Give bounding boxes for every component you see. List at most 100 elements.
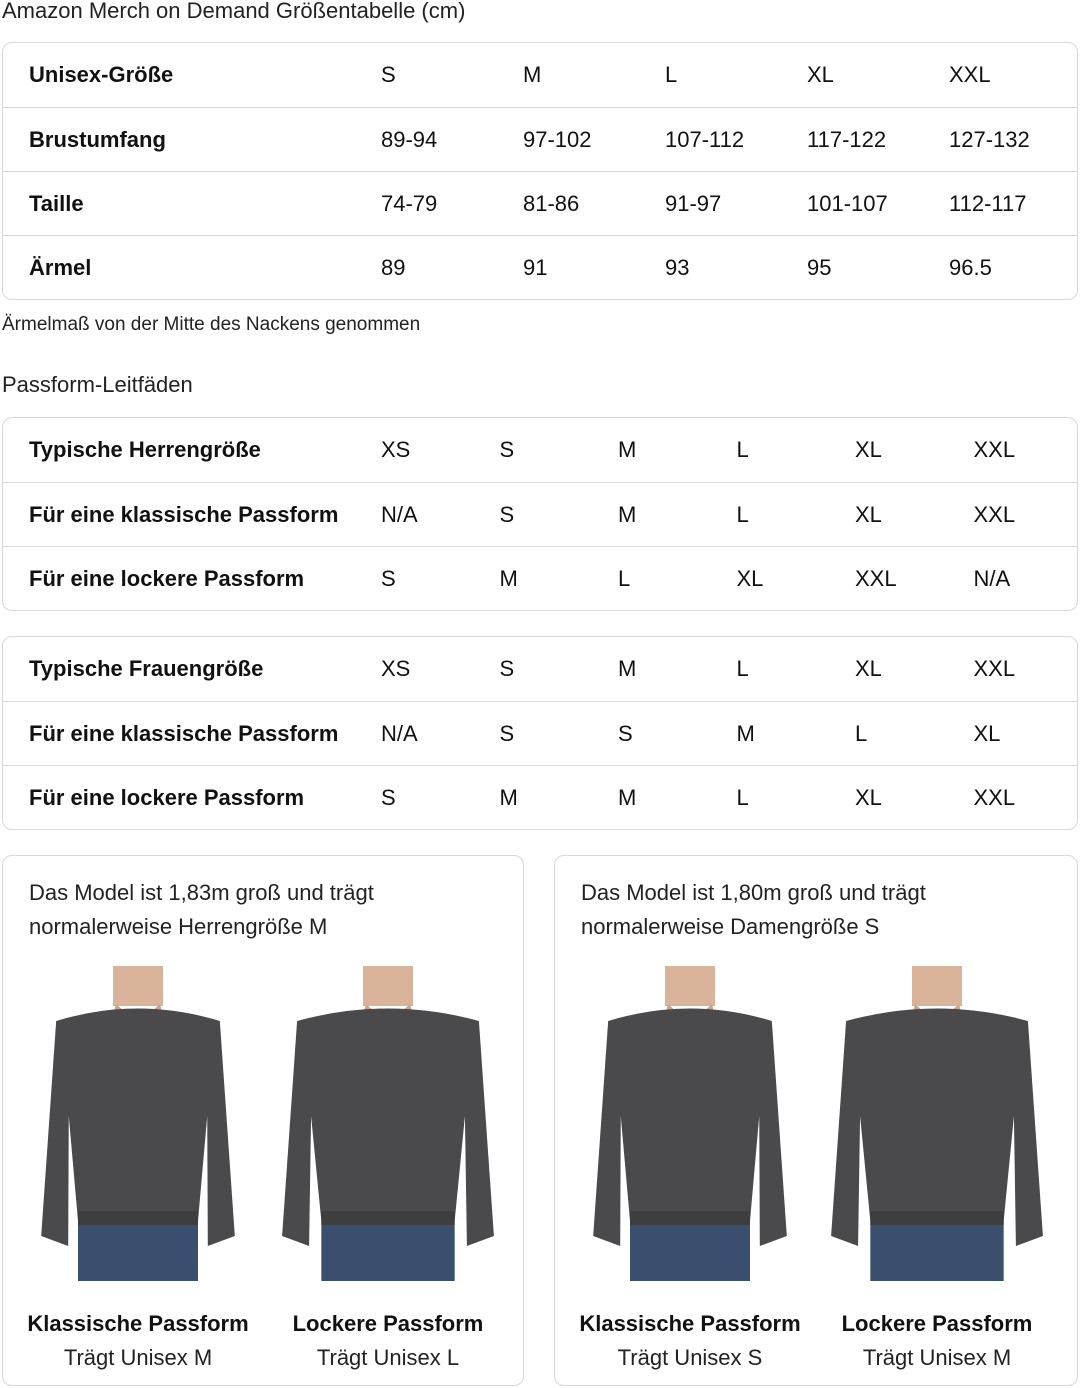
table-cell: S [499, 501, 515, 527]
table-cell: 127-132 [949, 126, 1030, 152]
table-cell: M [499, 565, 518, 591]
table-cell: S [381, 784, 396, 810]
model-photo [282, 966, 494, 1281]
sleeve-note: Ärmelmaß von der Mitte des Nackens genom… [2, 314, 421, 335]
table-cell: L [855, 720, 868, 746]
table-cell: M [618, 784, 637, 810]
table-cell: XL [855, 656, 882, 681]
table-cell: XL [855, 437, 882, 462]
table-row: Typische Frauengröße XS S M L XL XXL [3, 637, 1077, 701]
table-cell: XXL [973, 656, 1016, 681]
table-cell: XL [807, 62, 834, 87]
table-cell: 96.5 [949, 254, 992, 280]
women-fit-table: Typische Frauengröße XS S M L XL XXL Für eine k… [2, 636, 1078, 830]
model-figure: Lockere Passform Trägt Unisex M [817, 966, 1057, 1371]
table-cell: 89 [381, 254, 406, 280]
table-cell: 117-122 [807, 126, 887, 152]
table-cell: XXL [973, 437, 1016, 462]
table-row: Für eine lockere Passform S M M L XL XXL [3, 765, 1077, 829]
model-photo [831, 966, 1043, 1281]
table-cell: L [736, 656, 749, 681]
table-cell: XXL [855, 565, 897, 591]
row-label: Unisex-Größe [29, 62, 174, 87]
table-row: Für eine klassische Passform N/A S M L XL XXL [3, 482, 1077, 546]
table-row: Brustumfang 89-94 97-102 107-112 117-122 127-… [3, 107, 1077, 171]
caption: normalerweise Damengröße S [581, 914, 880, 939]
row-label: Brustumfang [29, 126, 166, 152]
table-cell: S [618, 720, 633, 746]
table-cell: L [618, 565, 631, 591]
table-cell: S [499, 437, 515, 462]
row-label: Für eine klassische Passform [29, 720, 339, 746]
table-cell: M [736, 720, 755, 746]
row-label: Für eine lockere Passform [29, 565, 305, 591]
model-figure: Klassische Passform Trägt Unisex S [570, 966, 810, 1371]
table-cell: 81-86 [523, 190, 580, 216]
table-cell: XL [736, 565, 764, 591]
row-label: Taille [29, 190, 84, 216]
table-cell: 97-102 [523, 126, 592, 152]
size-table: Unisex-Größe S M L XL XXL Brustumfang 89-94 97-1… [2, 42, 1078, 300]
table-cell: M [618, 501, 637, 527]
caption: normalerweise Herrengröße M [29, 914, 328, 939]
table-cell: 95 [807, 254, 832, 280]
table-cell: XS [381, 437, 411, 462]
table-cell: 74-79 [381, 190, 438, 216]
wears-label: Trägt Unisex M [862, 1345, 1012, 1370]
table-cell: XXL [949, 62, 991, 87]
table-cell: L [665, 62, 678, 87]
table-cell: 91-97 [665, 190, 722, 216]
women-model-card: Das Model ist 1,80m groß und trägt normal… [554, 855, 1078, 1386]
table-cell: M [618, 656, 637, 681]
table-cell: S [499, 720, 515, 746]
caption: Das Model ist 1,83m groß und trägt [29, 880, 374, 905]
table-cell: S [381, 565, 396, 591]
row-label: Für eine lockere Passform [29, 784, 305, 810]
table-cell: S [381, 62, 396, 87]
table-cell: XL [973, 720, 1001, 746]
table-row: Ärmel 89 91 93 95 96.5 [3, 235, 1077, 299]
wears-label: Trägt Unisex L [316, 1345, 460, 1370]
row-label: Für eine klassische Passform [29, 501, 339, 527]
table-cell: L [736, 501, 749, 527]
table-cell: 89-94 [381, 126, 438, 152]
table-cell: L [736, 784, 749, 810]
fit-label: Klassische Passform [579, 1311, 801, 1336]
table-row: Für eine klassische Passform N/A S S M L XL [3, 701, 1077, 765]
fit-label: Lockere Passform [841, 1311, 1033, 1336]
table-cell: N/A [973, 565, 1011, 591]
table-cell: N/A [381, 501, 418, 527]
table-cell: 107-112 [665, 126, 745, 152]
model-photo [41, 966, 235, 1281]
table-cell: XL [855, 784, 882, 810]
model-figure: Lockere Passform Trägt Unisex L [268, 966, 508, 1371]
men-model-card: Das Model ist 1,83m groß und trägt normal… [2, 855, 524, 1386]
caption: Das Model ist 1,80m groß und trägt [581, 880, 926, 905]
table-cell: N/A [381, 720, 418, 746]
fit-guide-heading: Passform-Leitfäden [2, 372, 193, 397]
model-figure: Klassische Passform Trägt Unisex M [18, 966, 258, 1371]
row-label: Typische Frauengröße [29, 656, 264, 681]
table-cell: 93 [665, 254, 690, 280]
wears-label: Trägt Unisex S [617, 1345, 763, 1370]
table-row: Unisex-Größe S M L XL XXL [3, 43, 1077, 107]
row-label: Typische Herrengröße [29, 437, 261, 462]
table-cell: M [499, 784, 518, 810]
table-cell: XXL [973, 784, 1016, 810]
page-title: Amazon Merch on Demand Größentabelle (cm… [2, 0, 466, 23]
table-cell: 91 [523, 254, 548, 280]
table-row: Für eine lockere Passform S M L XL XXL N/A [3, 546, 1077, 610]
wears-label: Trägt Unisex M [63, 1345, 213, 1370]
model-photo [593, 966, 787, 1281]
table-cell: M [523, 62, 542, 87]
table-cell: 112-117 [949, 190, 1027, 216]
row-label: Ärmel [29, 254, 92, 280]
table-cell: S [499, 656, 515, 681]
table-cell: 101-107 [807, 190, 888, 216]
fit-label: Klassische Passform [27, 1311, 249, 1336]
table-cell: XL [855, 501, 882, 527]
table-cell: L [736, 437, 749, 462]
table-row: Taille 74-79 81-86 91-97 101-107 112-117 [3, 171, 1077, 235]
fit-label: Lockere Passform [292, 1311, 484, 1336]
table-cell: M [618, 437, 637, 462]
